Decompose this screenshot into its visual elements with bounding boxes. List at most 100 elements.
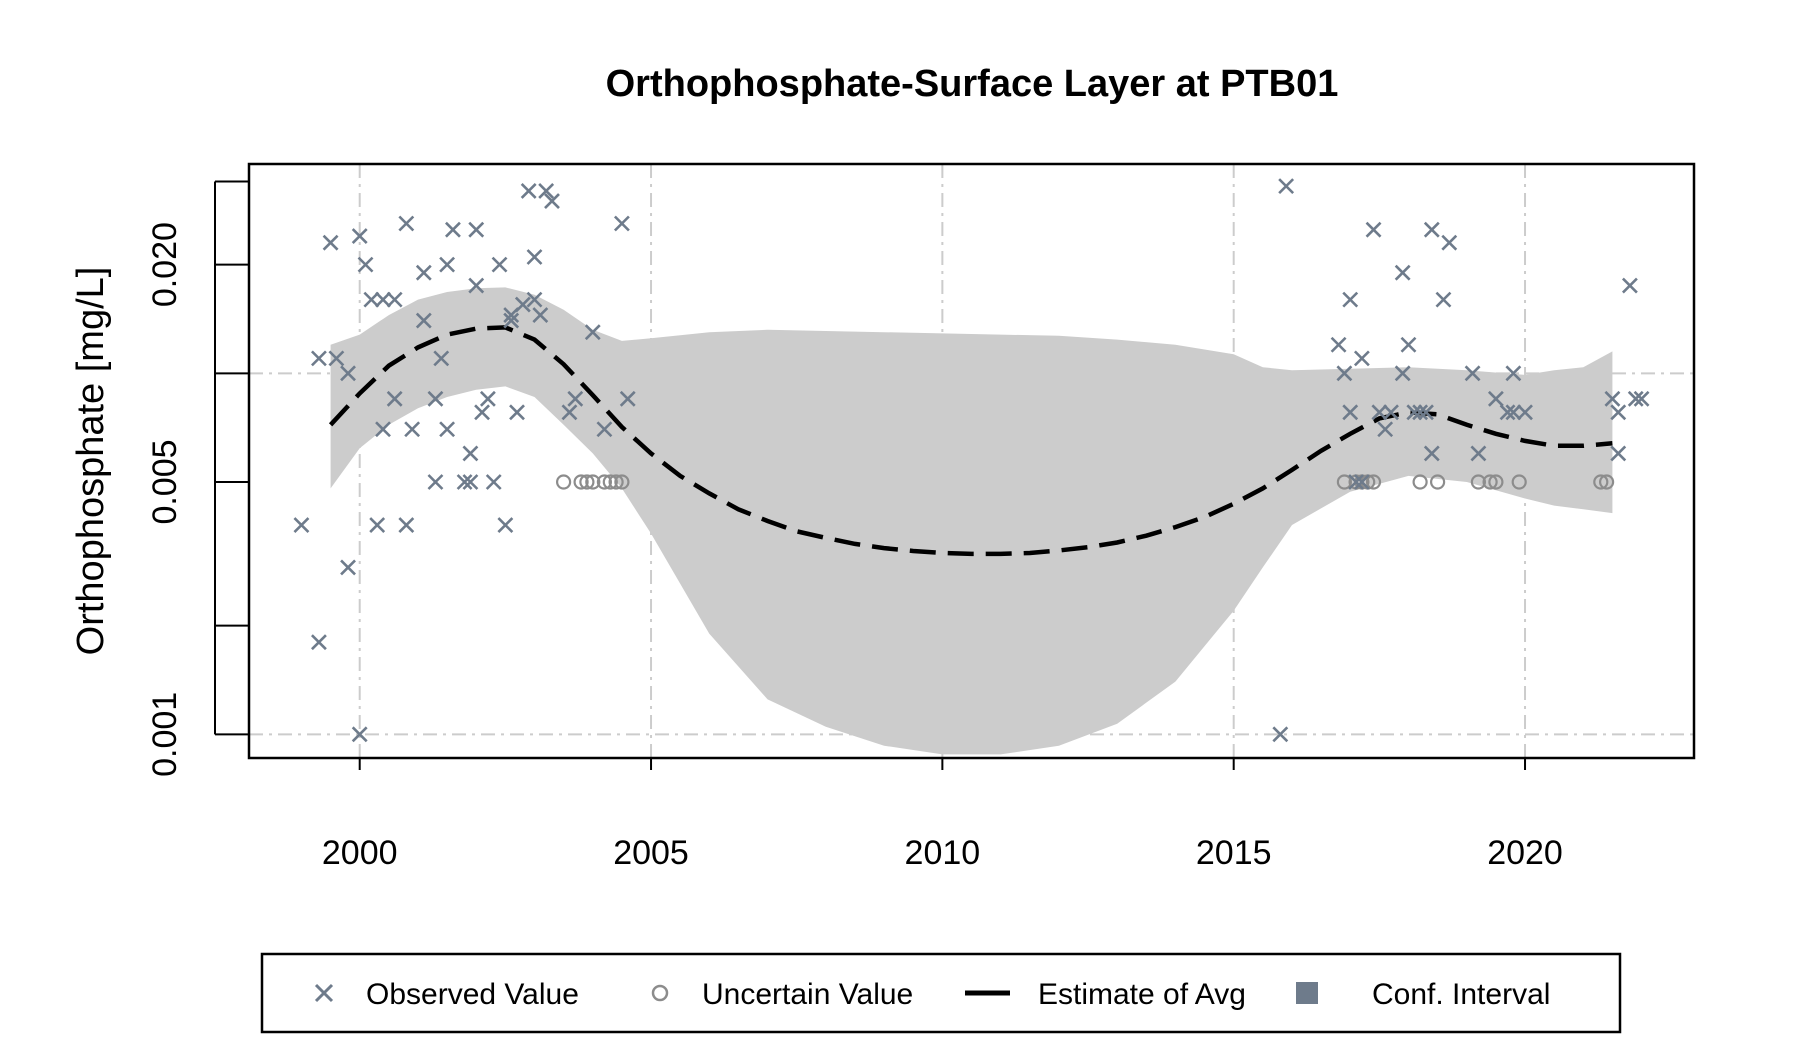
observed-point bbox=[1487, 390, 1504, 407]
uncertain-point bbox=[573, 474, 589, 490]
observed-point bbox=[1499, 404, 1516, 421]
x-tick-label: 2005 bbox=[613, 834, 689, 872]
legend-label-uncertain: Uncertain Value bbox=[702, 978, 913, 1011]
observed-point bbox=[1604, 390, 1621, 407]
y-tick-label: 0.020 bbox=[146, 222, 184, 307]
x-tick-label: 2020 bbox=[1487, 834, 1563, 872]
observed-point bbox=[596, 421, 613, 438]
observed-point bbox=[456, 474, 473, 490]
observed-point bbox=[613, 215, 630, 232]
observed-point bbox=[503, 312, 520, 329]
observed-point bbox=[1610, 445, 1627, 462]
uncertain-point bbox=[1429, 474, 1446, 490]
observed-point bbox=[485, 474, 502, 490]
x-tick-label: 2015 bbox=[1196, 834, 1272, 872]
observed-point bbox=[439, 256, 456, 273]
observed-point bbox=[340, 559, 356, 576]
observed-point bbox=[445, 221, 461, 238]
confidence-band bbox=[330, 287, 1613, 755]
observed-point bbox=[415, 264, 432, 281]
observed-point bbox=[1423, 445, 1440, 462]
observed-point bbox=[479, 390, 496, 407]
conf-interval-area bbox=[330, 287, 1613, 755]
legend-label-conf: Conf. Interval bbox=[1372, 978, 1550, 1011]
circle-marker-icon bbox=[651, 984, 669, 1002]
uncertain-point bbox=[1412, 474, 1428, 490]
observed-point bbox=[561, 404, 578, 421]
observed-point bbox=[1517, 404, 1533, 421]
uncertain-point bbox=[602, 474, 618, 490]
observed-point bbox=[404, 421, 421, 438]
observed-point bbox=[514, 296, 531, 313]
observed-point bbox=[433, 350, 450, 367]
observed-point bbox=[1610, 404, 1627, 421]
square-swatch-icon bbox=[1296, 982, 1318, 1004]
observed-point bbox=[1348, 474, 1364, 490]
observed-point bbox=[398, 215, 415, 232]
observed-point bbox=[427, 390, 444, 407]
observed-point bbox=[427, 474, 444, 490]
observed-point bbox=[351, 726, 368, 743]
observed-point bbox=[491, 256, 508, 273]
legend-item-uncertain: Uncertain Value bbox=[651, 978, 913, 1011]
observed-point bbox=[1423, 221, 1440, 238]
estimate-line bbox=[328, 325, 1613, 557]
observed-point bbox=[1412, 404, 1429, 421]
observed-point bbox=[1330, 336, 1347, 353]
legend-label-estimate: Estimate of Avg bbox=[1038, 978, 1246, 1011]
uncertain-point bbox=[1593, 474, 1609, 490]
observed-point bbox=[1278, 178, 1295, 195]
observed-point bbox=[1505, 365, 1522, 382]
observed-point bbox=[439, 421, 456, 438]
observed-point bbox=[468, 277, 485, 294]
observed-point bbox=[311, 634, 327, 651]
x-axis: 2000 2005 2010 2015 2020 bbox=[322, 757, 1563, 872]
observed-point bbox=[1394, 365, 1411, 382]
observed-point bbox=[1336, 365, 1353, 382]
legend-label-observed: Observed Value bbox=[366, 978, 579, 1011]
observed-point bbox=[474, 404, 490, 421]
observed-point bbox=[1435, 291, 1452, 308]
observed-point bbox=[520, 183, 537, 199]
observed-point bbox=[1353, 350, 1370, 367]
chart-title: Orthophosphate-Surface Layer at PTB01 bbox=[606, 63, 1339, 105]
observed-point bbox=[1621, 277, 1638, 294]
observed-point bbox=[1394, 264, 1411, 281]
y-axis: 0.001 0.005 0.020 bbox=[146, 180, 249, 777]
observed-point bbox=[375, 421, 391, 438]
observed-point bbox=[322, 234, 339, 251]
x-tick-label: 2010 bbox=[905, 834, 981, 872]
observed-point bbox=[1470, 445, 1487, 462]
observed-point bbox=[462, 474, 479, 490]
observed-point bbox=[398, 517, 415, 533]
uncertain-point bbox=[1336, 474, 1353, 490]
legend-item-observed: Observed Value bbox=[314, 978, 579, 1011]
observed-point bbox=[386, 390, 403, 407]
observed-point bbox=[328, 350, 345, 367]
uncertain-point bbox=[585, 474, 601, 490]
observed-point bbox=[468, 221, 485, 238]
observed-point bbox=[1633, 390, 1650, 407]
legend-box bbox=[260, 952, 1622, 1034]
uncertain-point bbox=[1365, 474, 1382, 490]
observed-point bbox=[1353, 474, 1370, 490]
observed-point bbox=[1441, 234, 1458, 251]
observed-point bbox=[351, 228, 368, 244]
observed-point bbox=[1406, 404, 1423, 421]
observed-point bbox=[544, 193, 560, 209]
uncertain-point bbox=[1470, 474, 1487, 490]
y-axis-label: Orthophosphate [mg/L] bbox=[70, 267, 112, 656]
observed-point bbox=[462, 445, 479, 462]
observed-point bbox=[1377, 421, 1394, 438]
observed-point bbox=[369, 517, 386, 533]
observed-point bbox=[1365, 221, 1382, 238]
observed-point bbox=[532, 307, 549, 323]
observed-point bbox=[1342, 291, 1359, 308]
observed-point bbox=[1371, 404, 1388, 421]
observed-point bbox=[497, 517, 514, 533]
uncertain-point bbox=[596, 474, 613, 490]
observed-points bbox=[293, 178, 1650, 743]
observed-point bbox=[1505, 404, 1522, 421]
observed-point bbox=[363, 291, 380, 308]
